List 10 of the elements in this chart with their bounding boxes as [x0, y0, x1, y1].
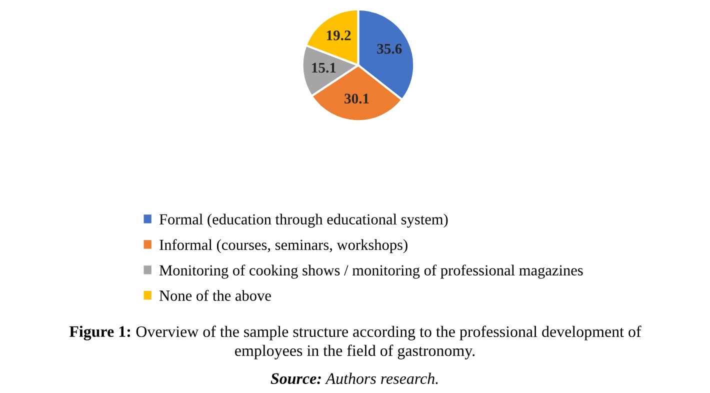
data-label: 35.6 — [377, 44, 402, 54]
legend-label: None of the above — [159, 290, 271, 301]
data-label: 30.1 — [344, 94, 369, 104]
source-note: Source: Authors research. — [270, 372, 438, 384]
data-label: 15.1 — [312, 62, 336, 73]
caption: Figure 1: Overview of the sample structure according to the professional development of employees in the field of gastronomy. — [69, 326, 642, 360]
legend-label: Informal (courses, seminars, workshops) — [160, 239, 408, 254]
data-label: 19.2 — [326, 30, 351, 40]
legend-label: Formal (education through educational system) — [159, 214, 448, 228]
legend-label: Monitoring of cooking shows / monitoring of professional magazines — [159, 264, 583, 279]
